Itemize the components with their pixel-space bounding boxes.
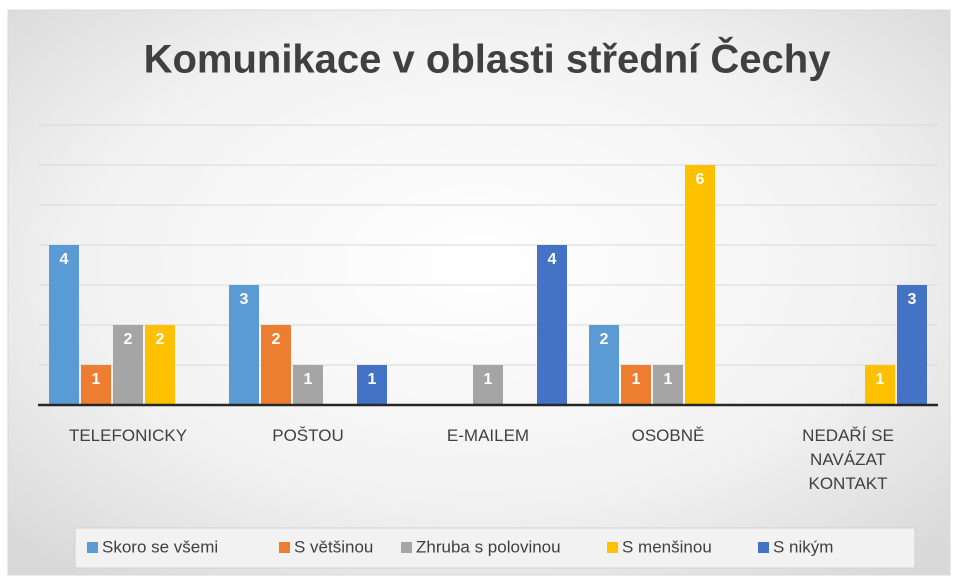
legend-swatch bbox=[87, 542, 98, 553]
data-label: 1 bbox=[92, 371, 101, 388]
data-label: 3 bbox=[240, 291, 249, 308]
x-tick-label: OSOBNĚ bbox=[631, 426, 705, 445]
legend-swatch bbox=[401, 542, 412, 553]
legend-label: S většinou bbox=[294, 537, 373, 556]
data-label: 1 bbox=[304, 371, 313, 388]
legend-swatch bbox=[758, 542, 769, 553]
legend-label: Zhruba s polovinou bbox=[416, 537, 561, 556]
data-label: 1 bbox=[664, 371, 673, 388]
legend-swatch bbox=[279, 542, 290, 553]
bar bbox=[145, 325, 175, 405]
bar bbox=[865, 365, 895, 405]
data-label: 3 bbox=[908, 291, 917, 308]
data-label: 4 bbox=[60, 251, 69, 268]
bar bbox=[537, 245, 567, 405]
bar bbox=[897, 285, 927, 405]
bar bbox=[653, 365, 683, 405]
bar bbox=[229, 285, 259, 405]
bar bbox=[81, 365, 111, 405]
data-label: 4 bbox=[548, 251, 557, 268]
x-tick-label: POŠTOU bbox=[272, 426, 344, 445]
bar bbox=[261, 325, 291, 405]
legend-label: S nikým bbox=[773, 537, 833, 556]
x-tick-label: E-MAILEM bbox=[446, 426, 530, 445]
bar bbox=[293, 365, 323, 405]
legend-swatch bbox=[607, 542, 618, 553]
legend-label: Skoro se všemi bbox=[102, 537, 218, 556]
bar bbox=[685, 165, 715, 405]
chart-background bbox=[7, 9, 951, 576]
legend-label: S menšinou bbox=[622, 537, 712, 556]
x-tick-label: NEDAŘÍ SE NAVÁZAT KONTAKT bbox=[802, 426, 894, 493]
bar bbox=[113, 325, 143, 405]
bar bbox=[49, 245, 79, 405]
data-label: 2 bbox=[272, 331, 281, 348]
data-label: 2 bbox=[124, 331, 133, 348]
x-tick-label: TELEFONICKY bbox=[68, 426, 188, 445]
chart-title: Komunikace v oblasti střední Čechy bbox=[144, 36, 832, 82]
legend-box bbox=[74, 527, 916, 569]
bar bbox=[357, 365, 387, 405]
data-label: 1 bbox=[484, 371, 493, 388]
data-label: 2 bbox=[600, 331, 609, 348]
data-label: 6 bbox=[696, 171, 705, 188]
data-label: 1 bbox=[368, 371, 377, 388]
bar bbox=[621, 365, 651, 405]
data-label: 1 bbox=[632, 371, 641, 388]
data-label: 1 bbox=[876, 371, 885, 388]
data-label: 2 bbox=[156, 331, 165, 348]
bar bbox=[589, 325, 619, 405]
bar bbox=[473, 365, 503, 405]
